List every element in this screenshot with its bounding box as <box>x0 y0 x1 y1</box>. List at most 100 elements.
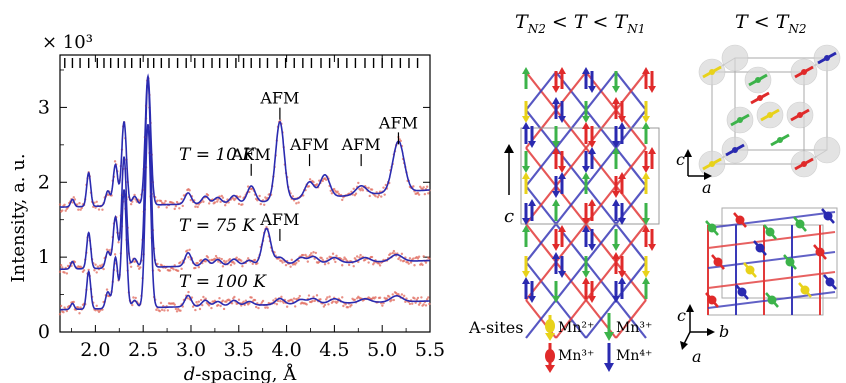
bond-line <box>525 299 557 339</box>
x-tick-label: 5.5 <box>415 339 445 361</box>
fit-line <box>60 73 430 208</box>
data-point <box>381 304 384 307</box>
spin-arrowhead <box>558 271 566 278</box>
data-point <box>347 263 351 267</box>
spin-arrowhead <box>612 141 620 148</box>
data-point <box>333 187 336 191</box>
data-point <box>179 309 182 312</box>
data-point <box>222 259 226 263</box>
atom-site <box>709 161 715 167</box>
x-axis-title: d-spacing, Å <box>184 363 298 383</box>
data-point <box>63 271 66 274</box>
spin-arrowhead <box>618 218 626 225</box>
data-point <box>263 203 266 206</box>
data-point <box>341 264 344 267</box>
spin-arrowhead <box>642 67 650 74</box>
data-point <box>373 261 376 264</box>
spin-arrowhead <box>648 86 656 93</box>
data-point <box>275 303 279 306</box>
data-point <box>331 252 335 255</box>
spin-arrowhead <box>582 116 590 123</box>
cube-edge <box>734 57 828 151</box>
data-point <box>194 205 197 208</box>
y-tick-label: 0 <box>38 321 50 343</box>
data-point <box>370 255 374 259</box>
data-point <box>380 195 383 198</box>
data-point <box>230 302 234 305</box>
data-point <box>391 251 394 255</box>
data-point <box>315 183 319 186</box>
data-point <box>217 260 220 263</box>
data-point <box>78 201 81 205</box>
data-point <box>368 194 371 198</box>
data-point <box>218 296 221 300</box>
data-point <box>399 259 402 262</box>
data-point <box>237 298 241 301</box>
data-point <box>246 185 250 188</box>
spin-arrowhead <box>528 141 536 148</box>
data-point <box>289 265 292 268</box>
data-point <box>344 303 347 306</box>
y-tick-label: 1 <box>38 246 50 268</box>
data-point <box>215 200 219 203</box>
legend-entry-mn2: Mn²⁺ <box>545 315 594 341</box>
data-point <box>377 262 381 265</box>
spin-arrowhead <box>522 122 530 129</box>
data-point <box>423 192 427 196</box>
data-point <box>293 305 297 308</box>
data-point <box>321 258 324 262</box>
data-point <box>194 308 197 312</box>
data-point <box>306 260 310 263</box>
site-legend: A-sites Mn²⁺ Mn³⁺ Mn³⁺ Mn⁴⁺ <box>468 313 652 373</box>
fit-line <box>60 78 430 271</box>
data-point <box>272 299 275 302</box>
data-point <box>238 195 242 198</box>
data-point <box>202 295 205 299</box>
spin-arrow <box>705 220 719 236</box>
data-point <box>160 308 164 312</box>
spin-arrow <box>711 254 725 270</box>
data-point <box>159 199 163 203</box>
spin-arrowhead <box>612 86 620 93</box>
data-point <box>253 258 257 262</box>
data-point <box>297 201 300 204</box>
data-point <box>188 248 191 251</box>
data-point <box>274 297 277 300</box>
data-point <box>214 254 218 258</box>
data-point <box>367 261 370 264</box>
spin-arrowhead <box>522 277 530 284</box>
spin-arrowhead <box>612 244 620 251</box>
data-point <box>392 249 396 253</box>
atom-site <box>767 112 773 118</box>
data-point <box>175 200 179 204</box>
data-point <box>402 294 406 298</box>
data-point <box>312 251 315 254</box>
data-point <box>307 294 311 297</box>
data-point <box>168 269 172 272</box>
data-point <box>180 197 183 201</box>
data-point <box>59 264 63 267</box>
data-point <box>415 298 419 301</box>
spin-arrow <box>705 292 719 308</box>
data-point <box>416 191 420 195</box>
data-point <box>217 303 220 307</box>
data-point <box>397 292 400 296</box>
spin-arrowhead <box>612 296 620 303</box>
data-point <box>408 257 412 260</box>
spin-arrowhead <box>552 86 560 93</box>
data-point <box>175 310 179 313</box>
data-point <box>181 204 184 208</box>
data-point <box>320 256 323 260</box>
data-point <box>280 295 283 299</box>
svg-text:a: a <box>692 347 702 366</box>
data-point <box>284 263 288 267</box>
data-point <box>172 268 175 271</box>
data-point <box>400 293 404 296</box>
data-point <box>96 265 100 268</box>
data-point <box>323 303 327 307</box>
data-point <box>360 187 363 190</box>
spin-arrowhead <box>558 67 566 74</box>
bond-line <box>707 251 836 269</box>
spin-arrowhead <box>618 122 626 129</box>
